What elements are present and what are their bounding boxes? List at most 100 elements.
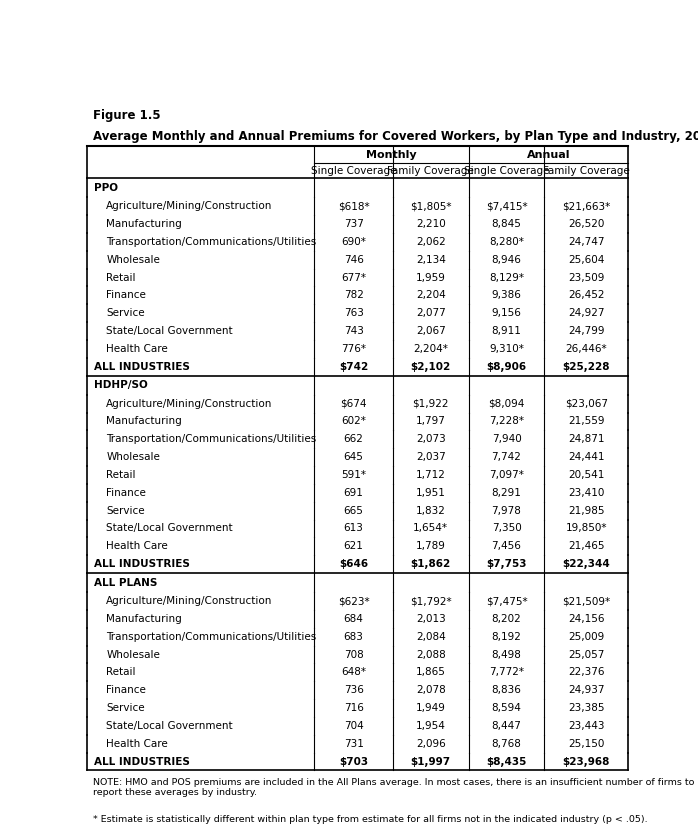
Text: 737: 737 — [343, 219, 364, 229]
Text: $618*: $618* — [338, 201, 369, 211]
Text: 2,077: 2,077 — [416, 308, 445, 318]
Text: 8,836: 8,836 — [491, 686, 521, 696]
Text: $23,968: $23,968 — [563, 757, 610, 767]
Text: 736: 736 — [343, 686, 364, 696]
Text: $703: $703 — [339, 757, 369, 767]
Text: $1,997: $1,997 — [410, 757, 451, 767]
Text: Retail: Retail — [106, 273, 135, 283]
Text: 648*: 648* — [341, 667, 366, 677]
Text: 1,954: 1,954 — [416, 721, 446, 731]
Text: 8,192: 8,192 — [491, 632, 521, 642]
Text: 26,446*: 26,446* — [565, 344, 607, 354]
Text: Finance: Finance — [106, 686, 146, 696]
Text: 21,559: 21,559 — [568, 417, 604, 427]
Text: Wholesale: Wholesale — [106, 255, 160, 265]
Text: Agriculture/Mining/Construction: Agriculture/Mining/Construction — [106, 399, 272, 409]
Text: 746: 746 — [343, 255, 364, 265]
Text: Single Coverage: Single Coverage — [311, 165, 396, 175]
Text: 684: 684 — [343, 614, 364, 624]
Text: 7,350: 7,350 — [491, 523, 521, 533]
Text: 25,604: 25,604 — [568, 255, 604, 265]
Text: 24,937: 24,937 — [568, 686, 604, 696]
Text: $7,753: $7,753 — [487, 559, 527, 569]
Text: 1,797: 1,797 — [416, 417, 446, 427]
Text: 24,927: 24,927 — [568, 308, 604, 318]
Text: 645: 645 — [343, 452, 364, 462]
Text: Service: Service — [106, 505, 144, 515]
Text: 776*: 776* — [341, 344, 366, 354]
Text: ALL INDUSTRIES: ALL INDUSTRIES — [94, 361, 190, 371]
Text: 2,210: 2,210 — [416, 219, 445, 229]
Text: 24,441: 24,441 — [568, 452, 604, 462]
Text: 24,747: 24,747 — [568, 237, 604, 247]
Text: 621: 621 — [343, 541, 364, 552]
Text: $674: $674 — [341, 399, 367, 409]
Text: 613: 613 — [343, 523, 364, 533]
Text: Monthly: Monthly — [366, 151, 417, 160]
Text: $22,344: $22,344 — [563, 559, 610, 569]
Text: 8,911: 8,911 — [491, 326, 521, 336]
Text: $1,792*: $1,792* — [410, 596, 452, 606]
Text: 8,447: 8,447 — [491, 721, 521, 731]
Text: Annual: Annual — [527, 151, 570, 160]
Text: $21,509*: $21,509* — [562, 596, 610, 606]
Text: 2,062: 2,062 — [416, 237, 445, 247]
Text: Health Care: Health Care — [106, 344, 168, 354]
Text: $1,922: $1,922 — [413, 399, 449, 409]
Text: Manufacturing: Manufacturing — [106, 417, 182, 427]
Text: State/Local Government: State/Local Government — [106, 326, 233, 336]
Text: 2,134: 2,134 — [416, 255, 446, 265]
Text: $1,805*: $1,805* — [410, 201, 452, 211]
Text: $8,906: $8,906 — [487, 361, 526, 371]
Text: 2,037: 2,037 — [416, 452, 445, 462]
Text: 21,985: 21,985 — [568, 505, 604, 515]
Text: 716: 716 — [343, 703, 364, 713]
Text: $2,102: $2,102 — [410, 361, 451, 371]
Text: Single Coverage: Single Coverage — [463, 165, 549, 175]
Text: $25,228: $25,228 — [563, 361, 610, 371]
Text: 9,156: 9,156 — [491, 308, 521, 318]
Text: 2,078: 2,078 — [416, 686, 445, 696]
Text: Family Coverage: Family Coverage — [543, 165, 630, 175]
Text: $21,663*: $21,663* — [562, 201, 611, 211]
Text: 7,940: 7,940 — [491, 434, 521, 444]
Text: 26,520: 26,520 — [568, 219, 604, 229]
Text: 23,443: 23,443 — [568, 721, 604, 731]
Text: 591*: 591* — [341, 470, 366, 480]
Text: 7,742: 7,742 — [491, 452, 521, 462]
Text: $7,415*: $7,415* — [486, 201, 527, 211]
Text: PPO: PPO — [94, 183, 118, 193]
Text: 2,067: 2,067 — [416, 326, 445, 336]
Text: 8,291: 8,291 — [491, 488, 521, 498]
Text: 19,850*: 19,850* — [565, 523, 607, 533]
Text: $8,094: $8,094 — [489, 399, 525, 409]
Text: 782: 782 — [343, 290, 364, 300]
Text: $623*: $623* — [338, 596, 369, 606]
Text: 1,865: 1,865 — [416, 667, 446, 677]
Text: * Estimate is statistically different within plan type from estimate for all fir: * Estimate is statistically different wi… — [93, 815, 647, 824]
Text: 2,088: 2,088 — [416, 649, 445, 659]
Text: 1,789: 1,789 — [416, 541, 446, 552]
Text: 2,073: 2,073 — [416, 434, 445, 444]
Text: Agriculture/Mining/Construction: Agriculture/Mining/Construction — [106, 596, 272, 606]
Text: Manufacturing: Manufacturing — [106, 219, 182, 229]
Text: 23,410: 23,410 — [568, 488, 604, 498]
Text: 683: 683 — [343, 632, 364, 642]
Text: 708: 708 — [344, 649, 364, 659]
Text: 2,013: 2,013 — [416, 614, 445, 624]
Text: 2,204: 2,204 — [416, 290, 445, 300]
Text: State/Local Government: State/Local Government — [106, 523, 233, 533]
Text: Wholesale: Wholesale — [106, 649, 160, 659]
Text: Agriculture/Mining/Construction: Agriculture/Mining/Construction — [106, 201, 272, 211]
Text: $742: $742 — [339, 361, 369, 371]
Text: NOTE: HMO and POS premiums are included in the All Plans average. In most cases,: NOTE: HMO and POS premiums are included … — [93, 778, 694, 797]
Text: 8,280*: 8,280* — [489, 237, 524, 247]
Text: 602*: 602* — [341, 417, 366, 427]
Text: 1,951: 1,951 — [416, 488, 446, 498]
Text: $1,862: $1,862 — [410, 559, 451, 569]
Text: Retail: Retail — [106, 470, 135, 480]
Text: 9,310*: 9,310* — [489, 344, 524, 354]
Text: $23,067: $23,067 — [565, 399, 608, 409]
Text: Finance: Finance — [106, 290, 146, 300]
Text: Service: Service — [106, 308, 144, 318]
